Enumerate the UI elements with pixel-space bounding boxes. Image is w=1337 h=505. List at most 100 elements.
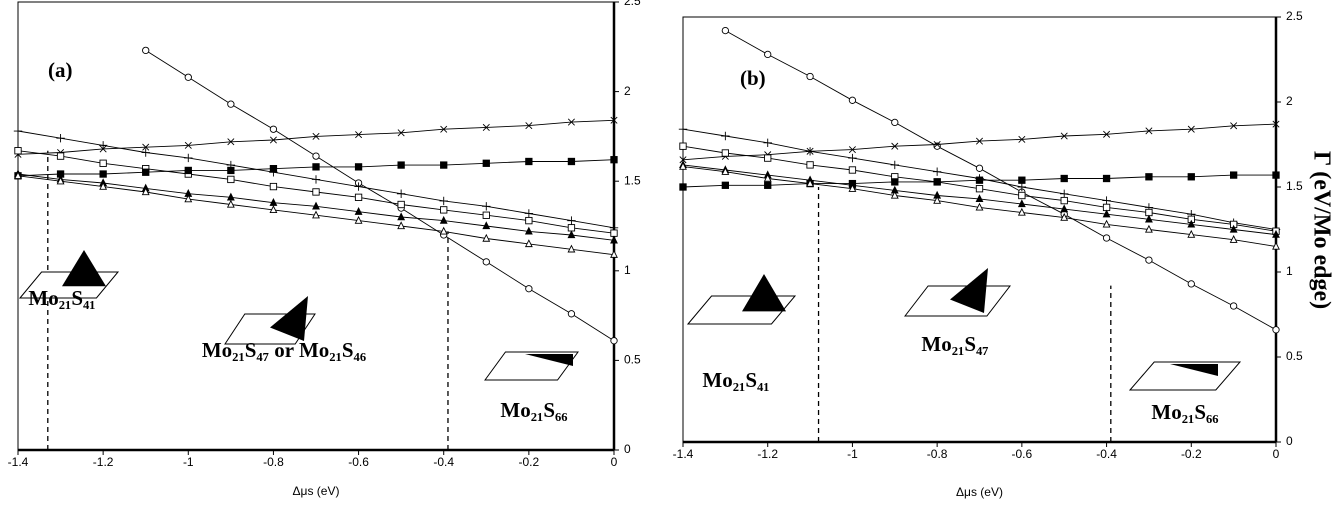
marker [1145,214,1153,223]
marker [1187,219,1196,228]
marker [269,182,278,191]
marker [184,153,193,163]
marker [440,161,448,169]
marker [269,205,278,214]
marker [355,131,363,139]
marker [848,166,857,174]
marker [1187,280,1195,288]
marker [184,141,192,149]
marker [312,163,320,171]
marker [891,142,899,150]
series-line [17,119,615,155]
marker [610,116,618,124]
marker [567,244,576,253]
marker [567,216,576,225]
marker [354,206,363,215]
marker [142,46,150,55]
marker [1145,256,1153,264]
marker [975,194,984,203]
marker [806,161,814,169]
marker [1060,174,1068,183]
marker [679,161,687,170]
x-tick-label: -0.2 [1181,447,1202,461]
icon-shape [270,296,308,341]
marker [975,202,984,211]
marker [567,230,576,239]
marker [14,171,22,179]
marker [679,142,687,150]
marker [56,176,65,185]
marker [567,118,575,126]
marker [1103,130,1111,138]
marker [1272,241,1280,250]
marker [763,138,772,147]
marker [610,235,618,244]
marker [610,249,618,258]
marker [721,149,730,157]
y-tick-label: 0 [1286,434,1293,448]
marker [439,226,448,235]
icon-shape [1170,364,1218,376]
x-tick-label: -1.4 [8,455,29,469]
x-tick-label: -0.2 [519,455,540,469]
marker [806,178,814,187]
marker [1017,199,1026,208]
marker [439,215,448,224]
marker [1060,189,1069,198]
x-tick-label: -1.4 [673,447,694,461]
marker [1060,132,1068,140]
structure-label: Mo₂₁S₄₇ [921,332,988,356]
marker [848,146,856,154]
marker [891,178,899,186]
marker [525,122,533,130]
marker [848,153,857,163]
marker [567,310,576,318]
marker [482,221,491,230]
marker [721,181,730,189]
marker [933,178,941,186]
marker [1102,234,1111,242]
x-tick-label: -0.6 [348,455,369,469]
structure-label: Mo₂₁S₄₇ or Mo₂₁S₄₆ [202,338,366,362]
icon-shape [950,268,988,313]
y-tick-label: 2.5 [1286,9,1303,23]
marker [1272,171,1280,179]
marker [932,167,942,176]
marker [99,170,107,178]
marker [848,96,857,104]
marker [975,185,984,193]
plot-frame [17,1,615,451]
marker [524,209,534,218]
marker [610,229,618,237]
x-tick-label: -1 [183,455,194,469]
marker [482,211,490,219]
marker [184,166,192,175]
marker [99,181,108,190]
marker [1018,135,1026,143]
marker [269,165,278,173]
marker [354,193,363,201]
y-tick-label: 0.5 [1286,349,1303,363]
marker [1272,229,1280,238]
marker [525,216,533,225]
marker [397,200,405,209]
icon-shape [742,274,786,312]
marker [13,126,23,136]
marker [482,233,491,242]
marker [141,148,150,157]
marker [312,201,320,210]
marker [354,163,363,171]
marker [227,100,235,108]
marker [721,26,730,35]
marker [184,194,193,203]
marker [397,221,406,230]
marker [1060,204,1069,213]
y-tick-label: 1.5 [624,173,641,187]
marker [975,176,984,184]
y-tick-label: 1 [624,263,631,277]
marker [227,166,235,175]
marker [312,132,320,140]
marker [764,154,772,162]
marker [1018,176,1026,184]
